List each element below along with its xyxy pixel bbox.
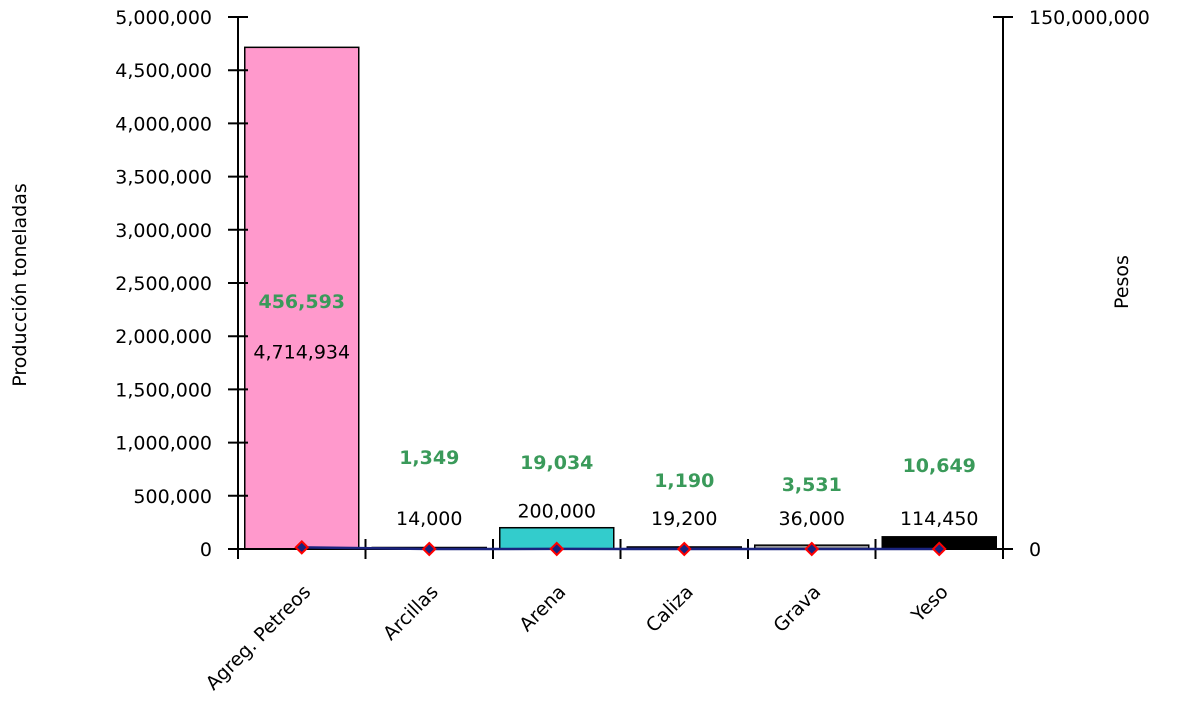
pesos-value-label: 19,034 [520, 452, 593, 474]
y-tick-label: 2,000,000 [115, 326, 212, 348]
pesos-value-label: 456,593 [258, 291, 345, 313]
line-layer [294, 539, 947, 557]
pesos-marker [294, 539, 310, 555]
pesos-marker [421, 541, 437, 557]
y-tick-label: 5,000,000 [115, 7, 212, 29]
category-label: Caliza [642, 581, 698, 637]
bar-value-label: 19,200 [651, 508, 717, 530]
pesos-marker [549, 541, 565, 557]
pesos-value-label: 1,349 [399, 447, 459, 469]
bar-value-label: 114,450 [900, 508, 979, 530]
y2-tick-label: 150,000,000 [1029, 7, 1150, 29]
pesos-value-label: 1,190 [654, 470, 714, 492]
bar-value-label: 36,000 [779, 508, 845, 530]
y-tick-label: 4,000,000 [115, 113, 212, 135]
y-tick-label: 1,500,000 [115, 379, 212, 401]
pesos-value-label: 3,531 [782, 474, 842, 496]
category-label: Agreg. Petreos [202, 581, 316, 695]
category-label: Yeso [907, 581, 953, 627]
bars-layer [244, 46, 997, 550]
pesos-marker [804, 541, 820, 557]
y-tick-label: 1,000,000 [115, 433, 212, 455]
y-tick-label: 500,000 [133, 486, 212, 508]
bar-value-label: 14,000 [396, 508, 462, 530]
pesos-line [301, 546, 940, 551]
y-tick-label: 0 [200, 539, 212, 561]
y-tick-label: 2,500,000 [115, 273, 212, 295]
bar [244, 46, 360, 550]
pesos-marker [676, 541, 692, 557]
y-axis-title: Producción toneladas [9, 183, 31, 386]
y-tick-label: 3,000,000 [115, 220, 212, 242]
y2-axis-title: Pesos [1111, 255, 1133, 309]
category-label: Arcillas [379, 581, 443, 645]
bar-value-label: 200,000 [517, 501, 596, 523]
y-tick-label: 3,500,000 [115, 167, 212, 189]
y2-tick-label: 0 [1029, 539, 1041, 561]
category-label: Grava [769, 581, 825, 637]
bar-value-label: 4,714,934 [253, 341, 350, 363]
category-label: Arena [515, 581, 570, 636]
pesos-marker [931, 541, 947, 557]
y-tick-label: 4,500,000 [115, 60, 212, 82]
pesos-value-label: 10,649 [903, 455, 976, 477]
